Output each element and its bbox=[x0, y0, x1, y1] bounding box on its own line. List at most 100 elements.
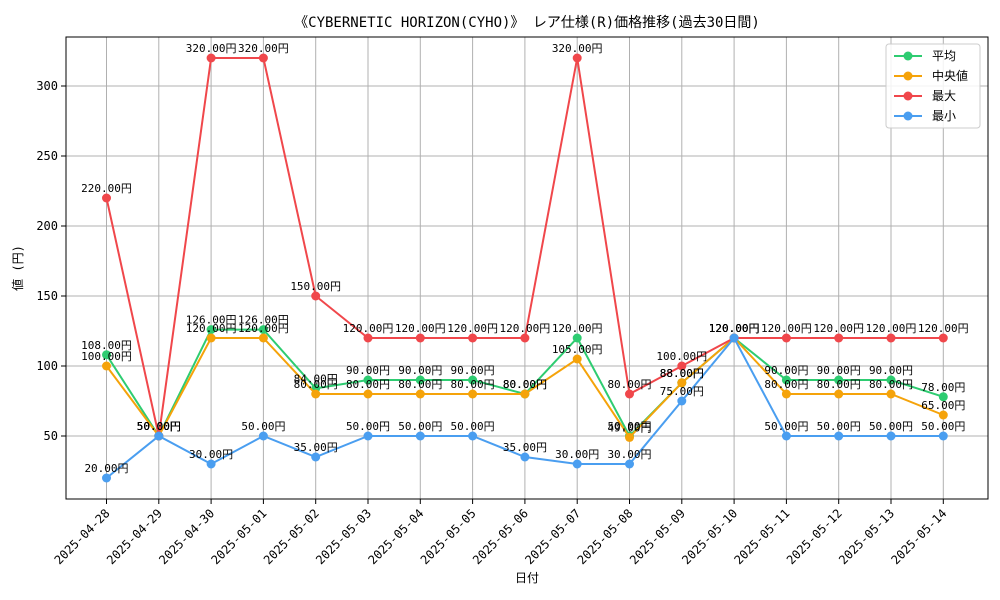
data-point bbox=[781, 389, 791, 399]
data-label: 80.00円 bbox=[869, 378, 913, 391]
data-point bbox=[206, 325, 216, 335]
data-label: 108.00円 bbox=[81, 339, 132, 352]
data-point bbox=[154, 431, 164, 441]
data-label: 320.00円 bbox=[186, 42, 237, 55]
data-point bbox=[938, 431, 948, 441]
data-point bbox=[102, 361, 111, 371]
data-label: 120.00円 bbox=[447, 322, 498, 335]
data-label: 126.00円 bbox=[186, 314, 237, 327]
data-label: 20.00円 bbox=[84, 462, 128, 475]
data-label: 220.00円 bbox=[81, 182, 132, 195]
y-tick-label: 100 bbox=[36, 359, 58, 373]
data-label: 80.00円 bbox=[294, 378, 338, 391]
data-label: 320.00円 bbox=[552, 42, 603, 55]
legend-item: 平均 bbox=[894, 49, 956, 63]
data-label: 50.00円 bbox=[137, 420, 181, 433]
y-tick-label: 250 bbox=[36, 149, 58, 163]
legend-label: 平均 bbox=[932, 49, 956, 63]
data-label: 50.00円 bbox=[451, 420, 495, 433]
data-label: 90.00円 bbox=[817, 364, 861, 377]
data-point bbox=[886, 431, 896, 441]
data-point bbox=[102, 193, 111, 203]
data-label: 80.00円 bbox=[346, 378, 390, 391]
data-label: 120.00円 bbox=[709, 322, 760, 335]
data-point bbox=[258, 325, 268, 335]
data-point bbox=[311, 389, 321, 399]
data-label: 80.00円 bbox=[503, 378, 547, 391]
data-label: 35.00円 bbox=[294, 441, 338, 454]
data-label: 120.00円 bbox=[709, 322, 760, 335]
data-label: 120.00円 bbox=[238, 322, 289, 335]
x-axis-ticks: 2025-04-282025-04-292025-04-302025-05-01… bbox=[52, 499, 949, 567]
legend-item: 最大 bbox=[894, 89, 956, 103]
data-label: 80.00円 bbox=[607, 378, 651, 391]
data-label: 84.00円 bbox=[294, 372, 338, 385]
grid bbox=[66, 37, 988, 499]
data-point bbox=[834, 333, 844, 343]
data-label: 80.00円 bbox=[398, 378, 442, 391]
data-label: 50.00円 bbox=[921, 420, 965, 433]
legend-marker bbox=[903, 91, 913, 101]
data-point bbox=[258, 333, 268, 343]
data-label: 90.00円 bbox=[451, 364, 495, 377]
data-label: 88.00円 bbox=[660, 367, 704, 380]
data-point bbox=[625, 432, 634, 442]
data-point bbox=[625, 389, 634, 399]
y-tick-label: 150 bbox=[36, 289, 58, 303]
data-label: 50.00円 bbox=[137, 420, 181, 433]
data-label: 120.00円 bbox=[552, 322, 603, 335]
legend-marker bbox=[903, 51, 913, 61]
data-label: 50.00円 bbox=[137, 420, 181, 433]
data-point bbox=[781, 431, 791, 441]
data-point bbox=[938, 333, 948, 343]
series-4 bbox=[102, 333, 948, 483]
data-label: 120.00円 bbox=[918, 322, 969, 335]
data-label: 50.00円 bbox=[817, 420, 861, 433]
data-label: 30.00円 bbox=[607, 448, 651, 461]
data-point bbox=[677, 361, 687, 371]
y-tick-label: 300 bbox=[36, 79, 58, 93]
x-axis-label: 日付 bbox=[515, 571, 539, 585]
data-label: 120.00円 bbox=[761, 322, 812, 335]
data-point bbox=[886, 389, 896, 399]
chart-title: 《CYBERNETIC HORIZON(CYHO)》 レア仕様(R)価格推移(過… bbox=[294, 15, 760, 31]
data-point bbox=[468, 431, 478, 441]
data-point bbox=[102, 350, 111, 360]
data-point bbox=[468, 375, 478, 385]
data-point bbox=[415, 431, 425, 441]
data-label: 50.00円 bbox=[607, 420, 651, 433]
data-point bbox=[311, 291, 321, 301]
data-point bbox=[415, 375, 425, 385]
data-label: 88.00円 bbox=[660, 367, 704, 380]
data-point bbox=[834, 375, 844, 385]
data-label: 50.00円 bbox=[764, 420, 808, 433]
data-label: 120.00円 bbox=[813, 322, 864, 335]
data-point bbox=[102, 473, 111, 483]
data-label: 90.00円 bbox=[764, 364, 808, 377]
legend-marker bbox=[903, 71, 913, 81]
data-point bbox=[625, 459, 634, 469]
data-point bbox=[363, 431, 373, 441]
data-label: 80.00円 bbox=[764, 378, 808, 391]
data-point bbox=[520, 333, 530, 343]
data-point bbox=[938, 410, 948, 420]
data-label: 78.00円 bbox=[921, 381, 965, 394]
data-point bbox=[415, 389, 425, 399]
data-label: 50.00円 bbox=[869, 420, 913, 433]
data-point bbox=[677, 378, 687, 388]
data-point bbox=[206, 53, 216, 63]
data-label: 120.00円 bbox=[395, 322, 446, 335]
data-point bbox=[834, 389, 844, 399]
data-labels: 108.00円 50.00円 126.00円 126.00円 84.00円 90.00円 9… bbox=[81, 42, 969, 475]
data-point bbox=[520, 452, 530, 462]
legend-label: 最大 bbox=[932, 89, 956, 103]
data-point bbox=[520, 389, 530, 399]
data-point bbox=[206, 333, 216, 343]
data-label: 120.00円 bbox=[866, 322, 917, 335]
data-point bbox=[363, 389, 373, 399]
data-label: 80.00円 bbox=[451, 378, 495, 391]
data-label: 50.00円 bbox=[398, 420, 442, 433]
data-point bbox=[258, 431, 268, 441]
